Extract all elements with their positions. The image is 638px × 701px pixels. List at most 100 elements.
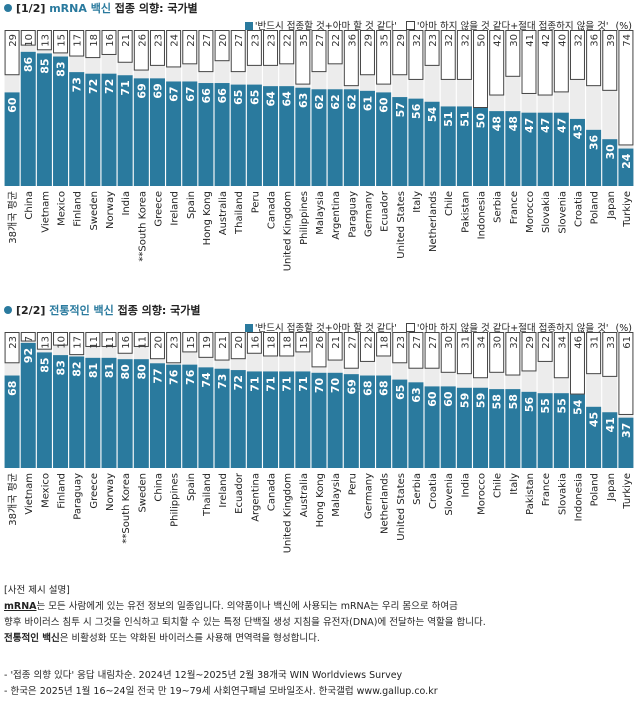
bar-group: 48 42 Serbia [489,30,505,223]
bar-yes-label: 51 [458,111,471,126]
bar-group: 83 15 Mexico [53,30,69,226]
bar-yes [166,81,182,186]
bar-no-label: 21 [331,336,342,349]
bar-group: 30 39 Japan [602,30,618,220]
bar-yes-label: 69 [135,83,148,98]
bar-no-label: 32 [412,34,423,47]
bar-yes-label: 77 [151,368,164,383]
category-label: Chile [493,473,504,498]
bar-no [117,332,133,354]
bar-yes-label: 71 [248,376,261,391]
bar-no-label: 27 [234,34,245,47]
category-label: France [541,473,552,506]
bar-yes-label: 41 [604,417,617,432]
bar-yes [166,364,182,468]
bar-yes [473,387,489,468]
notes-line-1-text: 는 모든 사람에게 있는 유전 정보의 일종입니다. 의약품이나 백신에 사용되… [36,601,458,612]
bar-group: 82 17 Paraguay [69,332,85,520]
bar-yes [473,108,489,186]
bar-no-label: 7 [24,336,35,342]
bar-no-label: 29 [525,336,536,349]
bar-yes-label: 55 [555,398,568,413]
bar-group: 64 23 Canada [263,30,279,229]
bar-group: 47 41 Morocco [521,30,537,233]
category-label: Peru [250,191,261,213]
bar-no-label: 29 [396,34,407,47]
bar-no-label: 31 [590,336,601,349]
bar-no-label: 11 [105,336,116,349]
bar-no-label: 20 [218,34,229,47]
bar-yes-label: 64 [281,91,294,107]
bar-yes [586,129,602,186]
category-label: Hong Kong [315,473,326,527]
bar-group: 48 30 France [505,30,521,224]
category-label: China [24,191,35,220]
bar-yes [440,106,456,186]
bar-yes-label: 81 [87,363,100,378]
bar-no [279,30,295,65]
bar-yes-label: 59 [475,393,488,408]
category-label: China [153,473,164,502]
bar-yes [392,97,408,186]
bar-yes [85,357,101,468]
bar-no-label: 42 [541,34,552,47]
bar-no-label: 10 [24,34,35,47]
bar-yes-label: 80 [135,364,148,380]
bar-no [101,332,117,347]
bar-group: 66 27 Hong Kong [198,30,214,245]
bar-yes [214,368,230,468]
bar-yes [311,89,327,186]
bar-yes [279,86,295,186]
bar-yes [295,371,311,468]
bar-yes [20,51,36,187]
bar-group: 76 15 Spain [182,332,198,501]
bar-group: 80 16 **South Korea [117,332,133,544]
bar-group: 68 23 38개국 평균 [4,332,20,526]
bar-no-label: 18 [89,34,100,47]
bar-yes-label: 68 [378,381,391,396]
legend: '반드시 접종할 것+아마 할 것 같다' '아마 하지 않을 것 같다+절대 … [239,320,632,334]
category-label: **South Korea [137,191,148,262]
category-label: Netherlands [380,473,391,534]
bar-group: 63 35 Philippines [295,30,311,245]
bar-no [246,332,262,354]
bar-no-label: 23 [8,336,19,349]
bar-no [343,332,359,369]
category-label: Sweden [89,191,100,231]
bar-yes-label: 24 [620,153,633,169]
bar-no-label: 32 [509,336,520,349]
category-label: Vietnam [24,473,35,515]
bar-yes [327,89,343,186]
bar-no-label: 20 [153,336,164,349]
bar-no-label: 30 [493,336,504,349]
category-label: Australia [218,191,229,235]
bar-yes-label: 56 [410,103,423,119]
bar-yes-label: 63 [297,93,310,108]
category-label: Greece [89,473,100,509]
category-label: Turkiye [622,473,633,510]
bar-no-label: 10 [57,336,68,349]
bar-group: 70 26 Hong Kong [311,332,327,527]
bar-no-label: 22 [331,34,342,47]
bar-group: 51 32 Pakistan [456,30,472,233]
source-line-2: - 한국은 2025년 1월 16~24일 전국 만 19~79세 사회연구패널… [4,686,438,697]
bar-group: 57 29 United States [392,30,408,259]
bar-no [440,332,456,373]
bar-yes-label: 60 [426,391,439,407]
bar-no-label: 32 [460,34,471,47]
category-label: Finland [57,473,68,509]
bar-no [521,30,537,94]
category-label: United Kingdom [283,473,294,553]
bar-no [69,30,85,57]
category-label: United Kingdom [283,191,294,271]
category-label: Mexico [40,473,51,508]
bar-no-label: 61 [622,336,633,349]
bar-yes [117,75,133,186]
legend-label-a: '반드시 접종할 것+아마 할 것 같다' [254,21,397,32]
category-label: Argentina [250,473,261,522]
bar-no-label: 26 [315,336,326,349]
bar-no-label: 42 [493,34,504,47]
notes-line-3-text: 은 비활성화 또는 약화된 바이러스를 사용해 면역력을 형성합니다. [59,633,320,644]
bar-yes-label: 83 [55,360,68,375]
bar-yes [230,84,246,186]
